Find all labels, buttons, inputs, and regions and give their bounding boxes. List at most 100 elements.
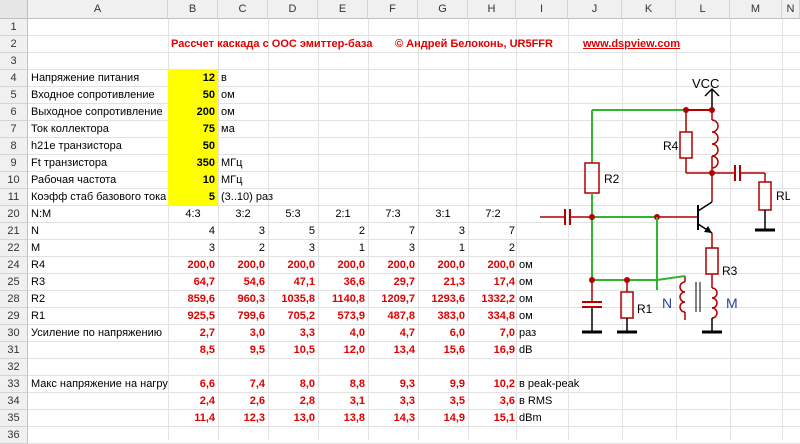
table-unit[interactable]: раз: [519, 327, 537, 339]
table-cell[interactable]: 3: [258, 225, 265, 237]
website-link[interactable]: www.dspview.com: [583, 38, 680, 50]
table-unit[interactable]: в RMS: [519, 395, 553, 407]
row-header[interactable]: 11: [0, 189, 28, 206]
table-cell[interactable]: 3,6: [499, 395, 515, 407]
table-cell[interactable]: [468, 359, 518, 376]
table-cell[interactable]: 8,0: [299, 378, 315, 390]
table-unit[interactable]: ом: [519, 259, 533, 271]
table-unit[interactable]: ом: [519, 293, 533, 305]
table-cell[interactable]: 4: [208, 225, 215, 237]
table-cell[interactable]: 383,0: [437, 310, 465, 322]
table-cell[interactable]: 200,0: [437, 259, 465, 271]
column-header[interactable]: D: [268, 0, 318, 19]
table-cell[interactable]: 200,0: [237, 259, 265, 271]
row-header[interactable]: 4: [0, 70, 28, 87]
sheet-title[interactable]: Рассчет каскада с ООС эмиттер-база: [171, 38, 373, 50]
table-cell[interactable]: 4,0: [349, 327, 365, 339]
row-header[interactable]: 1: [0, 19, 28, 36]
param-label[interactable]: Ток коллектора: [31, 123, 109, 135]
row-header[interactable]: 9: [0, 155, 28, 172]
row-header[interactable]: 5: [0, 87, 28, 104]
table-cell[interactable]: 8,8: [349, 378, 365, 390]
table-row-label[interactable]: [28, 410, 168, 427]
table-cell[interactable]: 10,5: [293, 344, 315, 356]
table-cell[interactable]: 3,3: [399, 395, 415, 407]
table-row-label[interactable]: R2: [31, 293, 46, 305]
table-cell[interactable]: 9,9: [449, 378, 465, 390]
param-unit[interactable]: ом: [221, 106, 235, 118]
table-cell[interactable]: 3,1: [349, 395, 365, 407]
column-header[interactable]: J: [568, 0, 622, 19]
param-label[interactable]: Напряжение питания: [31, 72, 140, 84]
table-cell[interactable]: 1332,2: [481, 293, 515, 305]
table-cell[interactable]: 15,6: [443, 344, 465, 356]
table-cell[interactable]: 10,2: [493, 378, 515, 390]
table-cell[interactable]: 487,8: [387, 310, 415, 322]
row-header[interactable]: 7: [0, 121, 28, 138]
table-unit[interactable]: ом: [519, 276, 533, 288]
param-value[interactable]: 10: [168, 172, 218, 189]
row-header[interactable]: 36: [0, 427, 28, 444]
table-cell[interactable]: 36,6: [343, 276, 365, 288]
table-cell[interactable]: 4,7: [399, 327, 415, 339]
row-header[interactable]: 21: [0, 223, 28, 240]
table-unit[interactable]: dB: [519, 344, 533, 356]
param-label[interactable]: Входное сопротивление: [31, 89, 155, 101]
table-cell[interactable]: 859,6: [187, 293, 215, 305]
row-header[interactable]: 33: [0, 376, 28, 393]
row-header[interactable]: 3: [0, 53, 28, 70]
row-header[interactable]: 28: [0, 291, 28, 308]
table-cell[interactable]: 3: [408, 242, 415, 254]
table-row-label[interactable]: Усиление по напряжению: [31, 327, 163, 339]
table-cell[interactable]: 5: [308, 225, 315, 237]
table-row-label[interactable]: [28, 342, 168, 359]
table-row-label[interactable]: [28, 393, 168, 410]
row-header[interactable]: 29: [0, 308, 28, 325]
column-header[interactable]: I: [516, 0, 568, 19]
table-cell[interactable]: 13,8: [343, 412, 365, 424]
column-header[interactable]: F: [368, 0, 418, 19]
table-cell[interactable]: 2,4: [199, 395, 215, 407]
table-cell[interactable]: 47,1: [293, 276, 315, 288]
table-cell[interactable]: 200,0: [287, 259, 315, 271]
param-value[interactable]: 50: [168, 138, 218, 155]
row-header[interactable]: 25: [0, 274, 28, 291]
table-cell[interactable]: 12,3: [243, 412, 265, 424]
table-cell[interactable]: [168, 359, 218, 376]
param-label[interactable]: Ft транзистора: [31, 157, 108, 169]
table-cell[interactable]: 799,6: [237, 310, 265, 322]
table-cell[interactable]: [218, 359, 268, 376]
table-cell[interactable]: 3:1: [435, 208, 451, 220]
row-header[interactable]: 35: [0, 410, 28, 427]
table-row-label[interactable]: N: [31, 225, 39, 237]
param-label[interactable]: Рабочая частота: [31, 174, 117, 186]
row-header[interactable]: 34: [0, 393, 28, 410]
param-unit[interactable]: в: [221, 72, 227, 84]
row-header[interactable]: 8: [0, 138, 28, 155]
table-cell[interactable]: 12,0: [343, 344, 365, 356]
column-header[interactable]: B: [168, 0, 218, 19]
table-cell[interactable]: 2,7: [199, 327, 215, 339]
param-unit[interactable]: ма: [221, 123, 235, 135]
table-row-label[interactable]: R3: [31, 276, 46, 288]
table-cell[interactable]: 7: [508, 225, 515, 237]
row-header[interactable]: 20: [0, 206, 28, 223]
row-header[interactable]: 6: [0, 104, 28, 121]
table-cell[interactable]: 925,5: [187, 310, 215, 322]
table-cell[interactable]: 5:3: [285, 208, 301, 220]
table-cell[interactable]: 1035,8: [281, 293, 315, 305]
table-cell[interactable]: 11,4: [194, 412, 215, 424]
table-cell[interactable]: 7:3: [385, 208, 401, 220]
table-cell[interactable]: 3: [208, 242, 215, 254]
table-cell[interactable]: 200,0: [187, 259, 215, 271]
column-header[interactable]: N: [782, 0, 800, 19]
row-header[interactable]: 24: [0, 257, 28, 274]
table-cell[interactable]: 2: [258, 242, 265, 254]
param-unit[interactable]: (3..10) раз: [221, 191, 274, 203]
table-cell[interactable]: 2:1: [335, 208, 351, 220]
table-cell[interactable]: 1: [458, 242, 465, 254]
table-cell[interactable]: 7:2: [485, 208, 501, 220]
table-cell[interactable]: 54,6: [243, 276, 265, 288]
row-header[interactable]: 32: [0, 359, 28, 376]
table-row-label[interactable]: R1: [31, 310, 46, 322]
